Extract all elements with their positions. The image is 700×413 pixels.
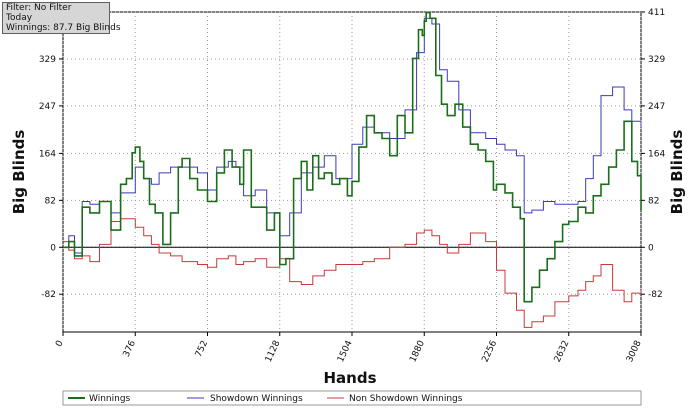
legend-box — [62, 390, 642, 406]
winnings-summary: Winnings: 87.7 Big Blinds — [6, 23, 121, 33]
x-tick-label: 0 — [54, 339, 66, 349]
x-tick-label: 2632 — [553, 339, 572, 364]
period-label: Today — [6, 13, 33, 23]
y-tick-label-right: -82 — [648, 290, 663, 300]
x-tick-label: 752 — [194, 339, 210, 359]
y-axis-title-right: Big Blinds — [668, 130, 686, 215]
x-tick-label: 3008 — [625, 339, 644, 364]
y-tick-label-left: 329 — [39, 55, 56, 65]
x-tick-label: 1128 — [264, 339, 283, 364]
y-tick-label-left: 164 — [39, 149, 56, 159]
legend: Winnings Showdown Winnings Non Showdown … — [62, 390, 642, 406]
y-axis-right: 411 329 247 164 82 0 -82 — [641, 8, 665, 300]
y-tick-label-right: 0 — [648, 243, 654, 253]
x-tick-label: 376 — [122, 339, 138, 359]
x-tick-label: 2256 — [480, 339, 499, 364]
series-non-showdown-winnings — [63, 218, 642, 328]
grid — [62, 11, 642, 332]
y-axis-title-left: Big Blinds — [10, 130, 28, 215]
legend-label-showdown: Showdown Winnings — [210, 394, 303, 404]
y-tick-label-left: -82 — [41, 290, 56, 300]
series-winnings — [63, 11, 642, 303]
y-tick-label-left: 247 — [39, 102, 56, 112]
filter-info-box: Filter: No Filter Today Winnings: 87.7 B… — [2, 2, 121, 34]
y-tick-label-right: 247 — [648, 102, 665, 112]
legend-label-non-showdown: Non Showdown Winnings — [349, 394, 463, 404]
y-tick-label-left: 82 — [45, 196, 56, 206]
y-tick-label-right: 329 — [648, 55, 665, 65]
y-tick-label-right: 82 — [648, 196, 659, 206]
series-layer — [63, 11, 642, 328]
x-axis-ticks: 0 376 752 1128 1504 1880 2256 2632 3008 — [54, 332, 644, 364]
filter-label: Filter: No Filter — [6, 3, 72, 13]
x-tick-label: 1504 — [336, 339, 355, 364]
x-axis-title: Hands — [323, 369, 376, 387]
y-tick-label-left: 0 — [50, 243, 56, 253]
legend-label-winnings: Winnings — [89, 394, 131, 404]
y-tick-label-right: 164 — [648, 149, 665, 159]
x-tick-label: 1880 — [408, 339, 427, 364]
y-tick-label-right: 411 — [648, 8, 665, 18]
